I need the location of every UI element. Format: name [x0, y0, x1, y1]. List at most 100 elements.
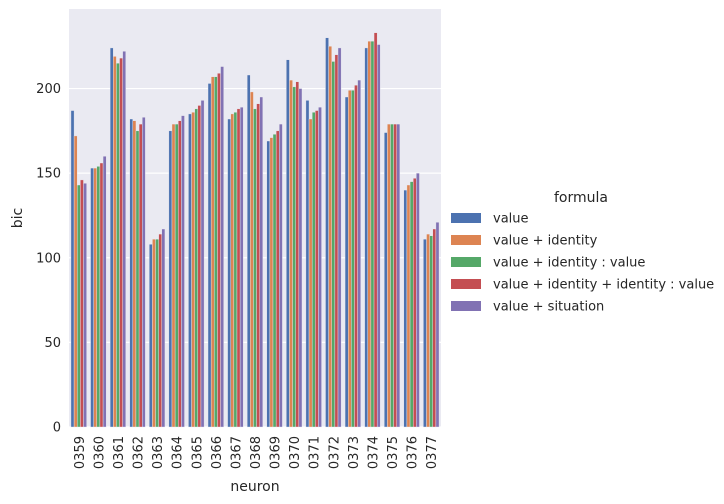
bar: [396, 123, 401, 428]
bar: [357, 79, 361, 428]
legend-swatch: [451, 235, 481, 245]
bar: [337, 47, 342, 428]
x-tick-label: 0365: [190, 436, 205, 469]
bar: [122, 51, 126, 428]
bar: [119, 57, 123, 428]
x-tick-label: 0373: [347, 436, 362, 469]
bar: [325, 37, 329, 428]
bar: [113, 56, 117, 428]
x-tick-label: 0370: [288, 436, 303, 469]
bar: [230, 113, 235, 428]
bar: [344, 96, 349, 428]
bar: [305, 100, 310, 428]
x-tick-label: 0361: [112, 436, 127, 469]
bar: [142, 117, 146, 428]
bar: [181, 115, 185, 428]
bar: [236, 108, 241, 428]
bar: [191, 112, 195, 428]
bar: [80, 179, 84, 428]
bar: [347, 90, 352, 428]
bar: [318, 106, 322, 428]
bar: [328, 46, 332, 428]
y-axis-label: bic: [10, 208, 26, 228]
bar: [109, 47, 114, 428]
bar: [406, 184, 411, 428]
bar: [102, 156, 107, 428]
bar: [70, 110, 75, 428]
x-tick-label: 0360: [92, 436, 107, 469]
bar: [77, 184, 81, 428]
bar: [364, 47, 368, 428]
x-tick-label: 0368: [249, 436, 264, 469]
bar: [308, 118, 313, 428]
bar: [83, 183, 87, 428]
legend-swatch: [451, 279, 481, 289]
bar: [289, 79, 293, 428]
bar: [200, 100, 205, 428]
bar: [409, 181, 414, 428]
bar: [214, 76, 218, 428]
bar: [90, 167, 94, 428]
bar: [315, 110, 319, 428]
x-tick-label: 0374: [366, 436, 381, 469]
bar: [138, 123, 143, 428]
x-tick-label: 0364: [171, 436, 186, 469]
bar: [286, 59, 290, 428]
bar: [171, 123, 176, 428]
bar: [259, 96, 264, 428]
bar: [292, 86, 296, 428]
bar: [233, 112, 238, 428]
legend-swatch: [451, 257, 481, 267]
bar: [73, 135, 78, 428]
bar: [197, 105, 202, 428]
y-tick-label: 0: [53, 421, 61, 436]
x-tick-label: 0372: [327, 436, 342, 469]
x-axis-label: neuron: [230, 479, 279, 495]
legend-entry-label: value + identity : value: [493, 256, 645, 271]
bar: [178, 120, 182, 428]
bar: [354, 84, 358, 428]
bar: [220, 66, 224, 428]
y-tick-label: 50: [44, 336, 61, 351]
bar: [370, 40, 375, 428]
bar: [161, 228, 166, 428]
bar: [311, 112, 316, 428]
x-axis-ticks: 0359 0360 0361 0362 0363 0364 0365 0366 0367 0368…: [73, 436, 440, 469]
legend-entry-label: value + situation: [493, 300, 604, 315]
bar: [412, 178, 417, 428]
bar: [155, 238, 159, 428]
bar: [298, 88, 303, 428]
bar: [149, 244, 153, 428]
bar: [390, 123, 394, 428]
x-tick-label: 0366: [210, 436, 225, 469]
bar: [376, 44, 381, 428]
bar: [132, 120, 137, 428]
bar: [253, 108, 257, 428]
y-tick-label: 100: [36, 251, 61, 266]
bar: [272, 134, 277, 428]
bar: [116, 62, 120, 428]
bar: [367, 40, 372, 428]
bar: [393, 123, 397, 428]
bar: [207, 83, 212, 428]
bar: [135, 130, 140, 428]
x-tick-label: 0375: [386, 436, 401, 469]
x-tick-label: 0371: [308, 436, 323, 469]
x-tick-label: 0362: [132, 436, 147, 469]
x-tick-label: 0376: [406, 436, 421, 469]
bar: [266, 140, 271, 428]
bar: [96, 166, 101, 428]
bar: [158, 233, 163, 428]
bar: [435, 222, 440, 428]
x-tick-label: 0359: [73, 436, 88, 469]
bar: [99, 162, 104, 428]
bar: [246, 74, 251, 428]
bar: [423, 238, 427, 428]
bar: [334, 54, 339, 428]
y-tick-label: 150: [36, 167, 61, 182]
legend-title: formula: [554, 190, 608, 206]
legend: formula value value + identity value + ide…: [451, 190, 714, 315]
legend-entry-label: value + identity: [493, 234, 598, 249]
bar: [373, 32, 378, 428]
